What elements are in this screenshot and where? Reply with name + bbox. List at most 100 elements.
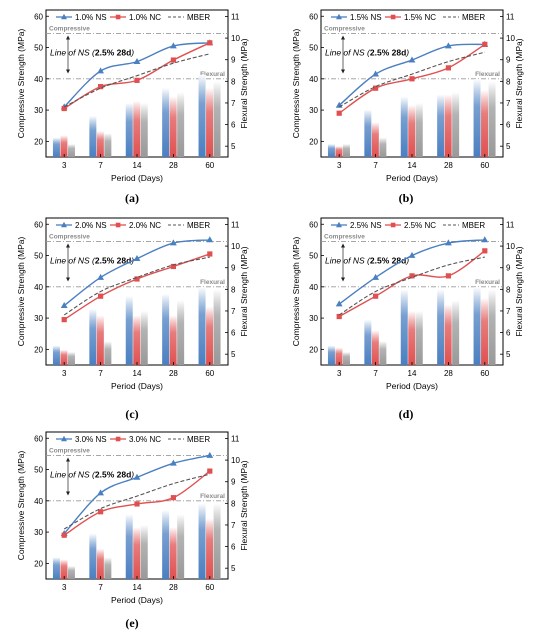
right-tick-label: 5 [506,142,511,151]
legend-marker-1-5-nc [390,14,396,20]
bar-3-0-ns-28 [162,509,170,579]
bar-1-5-ns-7 [364,109,372,157]
2-0-nc-point-60 [207,251,213,257]
left-tick-label: 50 [34,252,43,261]
bar-mber-7 [104,557,112,579]
1-5-ns-point-28 [445,42,452,49]
2-0-ns-point-3 [60,301,68,308]
line-of-ns-bold: 2.5% 28d [95,255,131,265]
panel-label-a: (a) [125,191,139,205]
1-0-ns-point-7 [97,67,104,74]
right-tick-label: 9 [231,478,236,487]
bar-3-0-ns-60 [198,503,206,579]
x-tick-label: 7 [98,583,103,592]
left-tick-label: 50 [34,466,43,475]
bar-mber-60 [488,289,496,365]
x-axis-label: Period (Days) [386,381,438,391]
bar-mber-7 [104,133,112,157]
annotation-arrow-up [66,35,70,40]
bar-2-5-nc-60 [481,297,489,365]
bar-1-5-ns-14 [400,96,408,157]
bar-2-0-ns-60 [198,287,206,365]
2-0-nc-point-7 [98,293,104,299]
bar-3-0-ns-3 [52,557,60,579]
mber-trend-line [338,51,485,108]
line-of-ns-bold: 2.5% 28d [95,47,131,57]
right-axis-label: Flexural Strength (MPa) [239,246,249,336]
x-tick-label: 7 [98,369,103,378]
x-tick-label: 14 [133,583,142,592]
3-0-ns-point-60 [206,451,214,458]
legend-marker-2-5-nc [390,222,396,228]
x-tick-label: 60 [480,161,489,170]
1-0-nc-point-3 [61,105,67,112]
right-tick-label: 9 [506,264,511,273]
left-axis-label: Compressive Strength (MPa) [16,29,26,139]
legend-label-1-5-ns: 1.5% NS [350,13,382,22]
right-tick-label: 10 [231,456,240,465]
1-0-ns-point-28 [170,42,177,49]
2-0-ns-point-28 [170,239,177,246]
1-5-nc-point-60 [482,41,488,48]
line-of-ns-annotation: Line of NS (2.5% 28d) [325,255,409,265]
bar-mber-3 [342,144,350,157]
x-tick-label: 7 [98,161,103,170]
legend-marker-2-0-ns [61,221,67,228]
legend-label-3-0-ns: 3.0% NS [75,435,107,444]
right-axis-label: Flexural Strength (MPa) [239,460,249,550]
right-tick-label: 5 [231,142,236,151]
legend-label-1-0-ns: 1.0% NS [75,13,107,22]
right-tick-label: 9 [231,264,236,273]
legend-label-1-5-nc: 1.5% NC [404,13,436,22]
right-tick-label: 5 [231,350,236,359]
x-tick-label: 28 [169,583,178,592]
bar-3-0-ns-14 [125,514,133,579]
right-tick-label: 7 [231,521,236,530]
x-tick-label: 28 [169,161,178,170]
right-tick-label: 8 [506,285,511,294]
2-5-ns-point-60 [481,236,489,243]
flexural-annotation: Flexural [200,71,225,78]
line-of-ns-prefix: Line of NS ( [325,255,371,265]
bar-1-0-nc-7 [96,131,104,157]
2-5-ns-point-28 [445,239,452,246]
bar-2-5-nc-28 [444,304,452,365]
1-5-nc-point-7 [373,85,379,91]
bar-mber-7 [379,137,387,157]
bar-mber-14 [140,102,148,157]
bar-mber-7 [104,341,112,365]
bar-mber-28 [452,300,460,365]
bar-mber-14 [140,310,148,365]
right-axis-label: Flexural Strength (MPa) [514,246,524,336]
left-tick-label: 30 [309,314,318,323]
chart-panel-c: Compressive Flexural Line of NS (2.5% 28d)… [16,217,249,391]
compressive-annotation: Compressive [49,233,90,240]
legend-marker-1-5-ns [336,13,342,20]
right-tick-label: 11 [231,220,240,229]
x-tick-label: 7 [373,161,378,170]
left-tick-label: 30 [309,106,318,115]
annotation-arrow-down [66,491,70,496]
right-tick-label: 11 [506,220,515,229]
right-tick-label: 9 [506,56,511,65]
2-0-nc-point-14 [134,276,140,282]
annotation-arrow-up [66,243,70,248]
bar-1-5-ns-60 [473,79,481,157]
panel-label-c: (c) [125,407,139,421]
bar-2-5-nc-7 [371,330,379,365]
bar-mber-28 [177,514,185,579]
left-tick-label: 50 [309,252,318,261]
legend-marker-3-0-nc [115,436,121,442]
right-tick-label: 10 [231,34,240,43]
2-5-ns-line [338,239,485,305]
compressive-annotation: Compressive [324,25,365,32]
annotation-arrow-up [341,243,345,248]
legend-label-mber: MBER [187,13,210,22]
legend-label-mber: MBER [462,13,485,22]
bar-3-0-nc-3 [60,559,68,579]
2-5-nc-point-3 [336,313,342,320]
left-axis-label: Compressive Strength (MPa) [291,237,301,347]
left-tick-label: 60 [309,220,318,229]
panel-label-e: (e) [125,616,139,630]
x-tick-label: 14 [133,369,142,378]
